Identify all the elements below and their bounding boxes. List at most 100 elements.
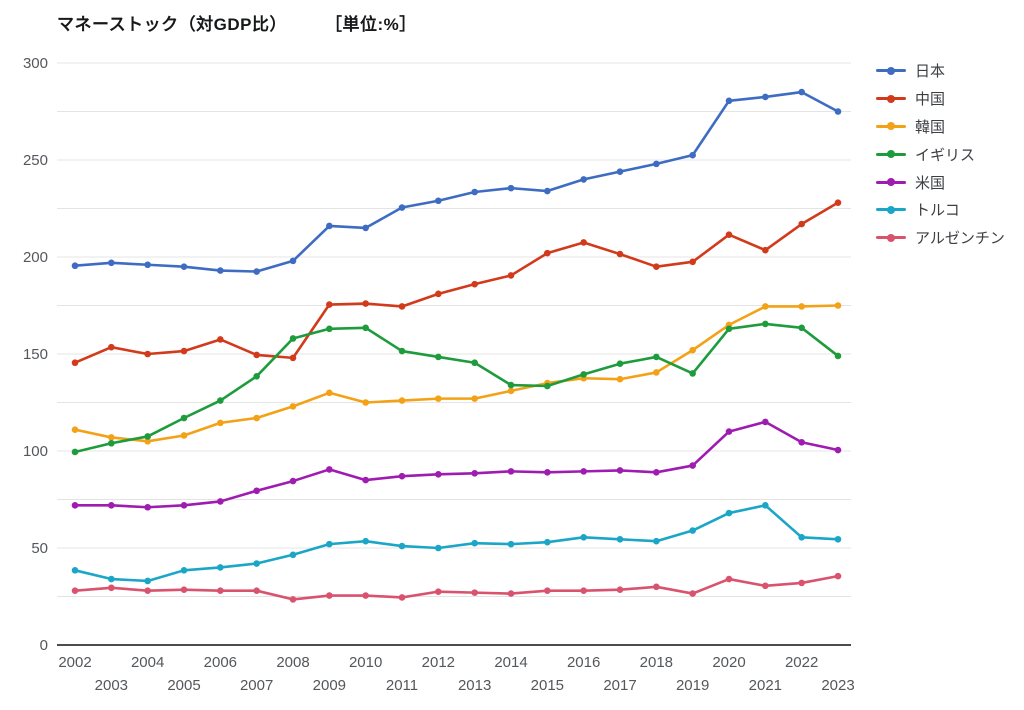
series-point-turkey-2002 bbox=[71, 567, 79, 574]
series-point-turkey-2018 bbox=[653, 537, 660, 545]
series-line-uk bbox=[73, 322, 840, 454]
series-point-uk-2011 bbox=[398, 347, 406, 355]
series-point-argentina-2023 bbox=[834, 572, 842, 580]
series-point-uk-2015 bbox=[544, 382, 551, 390]
series-point-japan-2010 bbox=[362, 224, 369, 232]
series-point-us-2009 bbox=[326, 466, 333, 473]
series-point-argentina-2008 bbox=[289, 596, 297, 603]
legend-label-us: 米国 bbox=[915, 174, 946, 192]
series-point-us-2003 bbox=[108, 502, 115, 509]
x-axis-label-2008: 2008 bbox=[276, 654, 309, 671]
series-point-us-2002 bbox=[71, 502, 79, 509]
series-point-japan-2009 bbox=[326, 222, 333, 230]
series-point-argentina-2007 bbox=[253, 587, 260, 594]
series-point-japan-2013 bbox=[471, 188, 478, 196]
series-point-korea-2009 bbox=[326, 389, 333, 397]
series-point-argentina-2003 bbox=[108, 584, 115, 592]
series-point-korea-2013 bbox=[471, 395, 478, 402]
series-line-japan bbox=[73, 90, 840, 273]
series-point-uk-2013 bbox=[471, 359, 478, 367]
series-point-turkey-2005 bbox=[180, 567, 188, 574]
series-point-uk-2012 bbox=[435, 353, 442, 361]
series-point-uk-2008 bbox=[289, 335, 297, 342]
series-line-argentina bbox=[73, 574, 840, 601]
x-axis-label-2015: 2015 bbox=[531, 677, 564, 694]
series-point-japan-2005 bbox=[180, 263, 188, 271]
series-line-china bbox=[73, 201, 840, 365]
x-axis-label-2016: 2016 bbox=[567, 654, 600, 671]
series-point-korea-2021 bbox=[762, 303, 769, 310]
series-point-uk-2023 bbox=[834, 352, 842, 360]
series-point-japan-2019 bbox=[689, 151, 696, 159]
series-point-uk-2020 bbox=[725, 325, 733, 333]
series-point-turkey-2016 bbox=[580, 534, 587, 541]
series-point-japan-2016 bbox=[580, 176, 587, 183]
y-axis-label-200: 200 bbox=[23, 249, 48, 266]
series-point-uk-2018 bbox=[653, 353, 660, 361]
series-point-uk-2019 bbox=[689, 370, 696, 377]
x-axis-label-2019: 2019 bbox=[676, 677, 709, 694]
series-point-turkey-2009 bbox=[326, 540, 333, 548]
series-point-korea-2003 bbox=[108, 434, 115, 441]
series-point-turkey-2010 bbox=[362, 537, 369, 545]
legend-label-argentina: アルゼンチン bbox=[915, 230, 1005, 248]
legend-item-uk: イギリス bbox=[876, 140, 1005, 168]
series-point-argentina-2002 bbox=[71, 587, 79, 594]
x-axis-label-2018: 2018 bbox=[640, 654, 673, 671]
x-axis-label-2020: 2020 bbox=[712, 654, 745, 671]
x-axis-label-2014: 2014 bbox=[494, 654, 527, 671]
series-point-argentina-2017 bbox=[616, 586, 624, 594]
series-point-japan-2023 bbox=[834, 108, 842, 115]
series-point-korea-2005 bbox=[180, 432, 188, 439]
series-point-argentina-2010 bbox=[362, 592, 369, 599]
y-axis-label-250: 250 bbox=[23, 152, 48, 169]
x-axis-label-2004: 2004 bbox=[131, 654, 164, 671]
x-axis-label-2006: 2006 bbox=[204, 654, 237, 671]
series-point-china-2017 bbox=[616, 250, 624, 258]
legend-marker-korea bbox=[876, 122, 906, 131]
series-point-china-2002 bbox=[71, 359, 79, 367]
x-axis-label-2017: 2017 bbox=[603, 677, 636, 694]
series-point-uk-2016 bbox=[580, 371, 587, 378]
series-point-japan-2011 bbox=[398, 204, 406, 211]
series-point-argentina-2005 bbox=[180, 586, 188, 594]
series-line-us bbox=[73, 420, 840, 509]
series-point-us-2004 bbox=[144, 503, 151, 511]
y-axis-label-0: 0 bbox=[40, 637, 48, 654]
series-point-korea-2007 bbox=[253, 414, 260, 422]
series-point-japan-2022 bbox=[798, 88, 805, 96]
legend-label-korea: 韓国 bbox=[915, 118, 946, 136]
legend-item-argentina: アルゼンチン bbox=[876, 224, 1005, 252]
series-point-argentina-2019 bbox=[689, 590, 696, 597]
series-point-china-2023 bbox=[834, 199, 842, 206]
x-axis-label-2003: 2003 bbox=[95, 677, 128, 694]
legend-label-china: 中国 bbox=[915, 91, 946, 109]
series-point-uk-2006 bbox=[217, 397, 224, 404]
series-point-korea-2010 bbox=[362, 399, 369, 406]
series-point-korea-2011 bbox=[398, 397, 406, 404]
series-point-turkey-2012 bbox=[435, 544, 442, 552]
series-point-china-2005 bbox=[180, 347, 188, 355]
series-point-argentina-2014 bbox=[507, 590, 515, 597]
series-point-uk-2003 bbox=[108, 439, 115, 447]
series-point-korea-2002 bbox=[71, 426, 79, 433]
series-point-korea-2018 bbox=[653, 369, 660, 376]
series-point-turkey-2003 bbox=[108, 575, 115, 583]
series-point-korea-2006 bbox=[217, 419, 224, 427]
series-point-us-2012 bbox=[435, 470, 442, 478]
series-point-argentina-2022 bbox=[798, 579, 805, 587]
series-point-japan-2015 bbox=[544, 187, 551, 195]
legend-label-uk: イギリス bbox=[915, 146, 976, 164]
legend-item-us: 米国 bbox=[876, 168, 1005, 196]
series-point-uk-2004 bbox=[144, 433, 151, 440]
series-point-japan-2014 bbox=[507, 184, 515, 192]
series-point-turkey-2015 bbox=[544, 538, 551, 546]
x-axis-label-2012: 2012 bbox=[422, 654, 455, 671]
series-point-china-2009 bbox=[326, 301, 333, 308]
series-point-uk-2017 bbox=[616, 360, 624, 368]
series-point-argentina-2013 bbox=[471, 589, 478, 596]
x-axis-label-2011: 2011 bbox=[386, 677, 418, 694]
series-point-japan-2021 bbox=[762, 93, 769, 101]
series-point-korea-2019 bbox=[689, 346, 696, 354]
